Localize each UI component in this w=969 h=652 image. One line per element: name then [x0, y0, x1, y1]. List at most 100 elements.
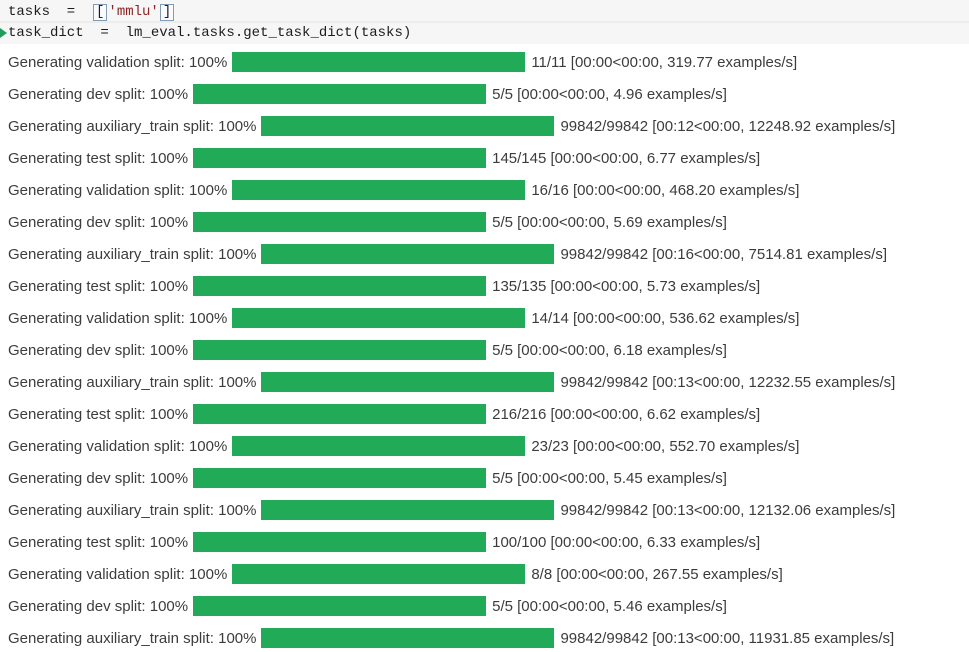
progress-label: Generating test split: 100% — [8, 149, 189, 167]
progress-stats: 14/14 [00:00<00:00, 536.62 examples/s] — [531, 309, 800, 327]
progress-row: Generating validation split: 100% 8/8 [0… — [0, 558, 969, 590]
progress-bar — [261, 500, 555, 520]
progress-label: Generating test split: 100% — [8, 277, 189, 295]
code-tokens: tasks = — [8, 4, 93, 20]
progress-label: Generating dev split: 100% — [8, 85, 189, 103]
code-line-1[interactable]: tasks = ['mmlu'] — [0, 2, 969, 23]
progress-stats: 23/23 [00:00<00:00, 552.70 examples/s] — [531, 437, 800, 455]
progress-stats: 99842/99842 [00:13<00:00, 11931.85 examp… — [560, 629, 895, 647]
progress-label: Generating auxiliary_train split: 100% — [8, 629, 257, 647]
execution-pointer-icon — [0, 28, 7, 38]
progress-stats: 5/5 [00:00<00:00, 5.69 examples/s] — [492, 213, 727, 231]
progress-bar — [232, 180, 526, 200]
progress-stats: 16/16 [00:00<00:00, 468.20 examples/s] — [531, 181, 800, 199]
progress-label: Generating test split: 100% — [8, 533, 189, 551]
progress-row: Generating test split: 100% 100/100 [00:… — [0, 526, 969, 558]
progress-stats: 99842/99842 [00:12<00:00, 12248.92 examp… — [560, 117, 896, 135]
progress-bar — [193, 532, 487, 552]
progress-bar — [261, 372, 555, 392]
progress-row: Generating test split: 100% 135/135 [00:… — [0, 270, 969, 302]
progress-stats: 99842/99842 [00:16<00:00, 7514.81 exampl… — [560, 245, 887, 263]
progress-label: Generating auxiliary_train split: 100% — [8, 117, 257, 135]
progress-row: Generating auxiliary_train split: 100% 9… — [0, 494, 969, 526]
progress-bar — [232, 308, 526, 328]
progress-row: Generating validation split: 100% 16/16 … — [0, 174, 969, 206]
progress-stats: 5/5 [00:00<00:00, 6.18 examples/s] — [492, 341, 727, 359]
progress-row: Generating validation split: 100% 11/11 … — [0, 46, 969, 78]
progress-label: Generating validation split: 100% — [8, 181, 228, 199]
progress-label: Generating test split: 100% — [8, 405, 189, 423]
progress-label: Generating auxiliary_train split: 100% — [8, 373, 257, 391]
progress-bar-fill — [193, 596, 487, 616]
progress-bar — [193, 276, 487, 296]
progress-stats: 8/8 [00:00<00:00, 267.55 examples/s] — [531, 565, 783, 583]
progress-stats: 5/5 [00:00<00:00, 5.45 examples/s] — [492, 469, 727, 487]
progress-bar-fill — [232, 308, 526, 328]
progress-label: Generating dev split: 100% — [8, 597, 189, 615]
progress-bar — [193, 212, 487, 232]
progress-label: Generating dev split: 100% — [8, 341, 189, 359]
progress-bar-fill — [193, 276, 487, 296]
bracket-match-close: ] — [159, 4, 175, 21]
progress-bar-fill — [261, 116, 555, 136]
progress-bar-fill — [261, 244, 555, 264]
progress-label: Generating auxiliary_train split: 100% — [8, 501, 257, 519]
code-line-2[interactable]: task_dict = lm_eval.tasks.get_task_dict(… — [0, 23, 969, 44]
progress-row: Generating dev split: 100% 5/5 [00:00<00… — [0, 206, 969, 238]
progress-stats: 5/5 [00:00<00:00, 4.96 examples/s] — [492, 85, 727, 103]
progress-stats: 99842/99842 [00:13<00:00, 12232.55 examp… — [560, 373, 896, 391]
progress-row: Generating auxiliary_train split: 100% 9… — [0, 110, 969, 142]
progress-bar — [193, 596, 487, 616]
progress-bar-fill — [193, 468, 487, 488]
progress-bar — [193, 468, 487, 488]
progress-bar — [193, 84, 487, 104]
progress-row: Generating auxiliary_train split: 100% 9… — [0, 622, 969, 652]
progress-row: Generating validation split: 100% 14/14 … — [0, 302, 969, 334]
code-editor-cell: tasks = ['mmlu'] task_dict = lm_eval.tas… — [0, 0, 969, 44]
progress-bar — [193, 404, 487, 424]
progress-label: Generating validation split: 100% — [8, 437, 228, 455]
progress-label: Generating validation split: 100% — [8, 565, 228, 583]
string-literal: 'mmlu' — [108, 4, 159, 20]
progress-bar — [232, 52, 526, 72]
progress-label: Generating validation split: 100% — [8, 53, 228, 71]
progress-stats: 11/11 [00:00<00:00, 319.77 examples/s] — [531, 53, 798, 71]
progress-label: Generating dev split: 100% — [8, 213, 189, 231]
progress-bar-fill — [232, 564, 526, 584]
bracket-match-open: [ — [93, 4, 108, 21]
progress-stats: 5/5 [00:00<00:00, 5.46 examples/s] — [492, 597, 727, 615]
progress-bar-fill — [193, 404, 487, 424]
progress-bar-fill — [232, 52, 526, 72]
progress-bar-fill — [232, 180, 526, 200]
progress-stats: 99842/99842 [00:13<00:00, 12132.06 examp… — [560, 501, 896, 519]
progress-bar-fill — [232, 436, 526, 456]
progress-label: Generating dev split: 100% — [8, 469, 189, 487]
progress-label: Generating validation split: 100% — [8, 309, 228, 327]
progress-row: Generating auxiliary_train split: 100% 9… — [0, 366, 969, 398]
progress-bar — [232, 436, 526, 456]
code-tokens: task_dict = lm_eval.tasks.get_task_dict(… — [8, 25, 412, 41]
progress-row: Generating auxiliary_train split: 100% 9… — [0, 238, 969, 270]
progress-bar-fill — [261, 628, 555, 648]
progress-stats: 216/216 [00:00<00:00, 6.62 examples/s] — [492, 405, 761, 423]
progress-row: Generating dev split: 100% 5/5 [00:00<00… — [0, 590, 969, 622]
progress-row: Generating dev split: 100% 5/5 [00:00<00… — [0, 334, 969, 366]
progress-row: Generating test split: 100% 216/216 [00:… — [0, 398, 969, 430]
progress-bar-fill — [193, 340, 487, 360]
progress-bar-fill — [193, 532, 487, 552]
progress-row: Generating dev split: 100% 5/5 [00:00<00… — [0, 78, 969, 110]
progress-bar — [193, 340, 487, 360]
progress-stats: 100/100 [00:00<00:00, 6.33 examples/s] — [492, 533, 761, 551]
progress-bar — [261, 628, 555, 648]
progress-stats: 145/145 [00:00<00:00, 6.77 examples/s] — [492, 149, 761, 167]
progress-bar-fill — [261, 500, 555, 520]
progress-bar-fill — [193, 84, 487, 104]
progress-bar-fill — [261, 372, 555, 392]
progress-bar-fill — [193, 148, 487, 168]
progress-bar — [232, 564, 526, 584]
progress-bar — [193, 148, 487, 168]
progress-row: Generating validation split: 100% 23/23 … — [0, 430, 969, 462]
progress-row: Generating test split: 100% 145/145 [00:… — [0, 142, 969, 174]
progress-row: Generating dev split: 100% 5/5 [00:00<00… — [0, 462, 969, 494]
progress-bar-fill — [193, 212, 487, 232]
